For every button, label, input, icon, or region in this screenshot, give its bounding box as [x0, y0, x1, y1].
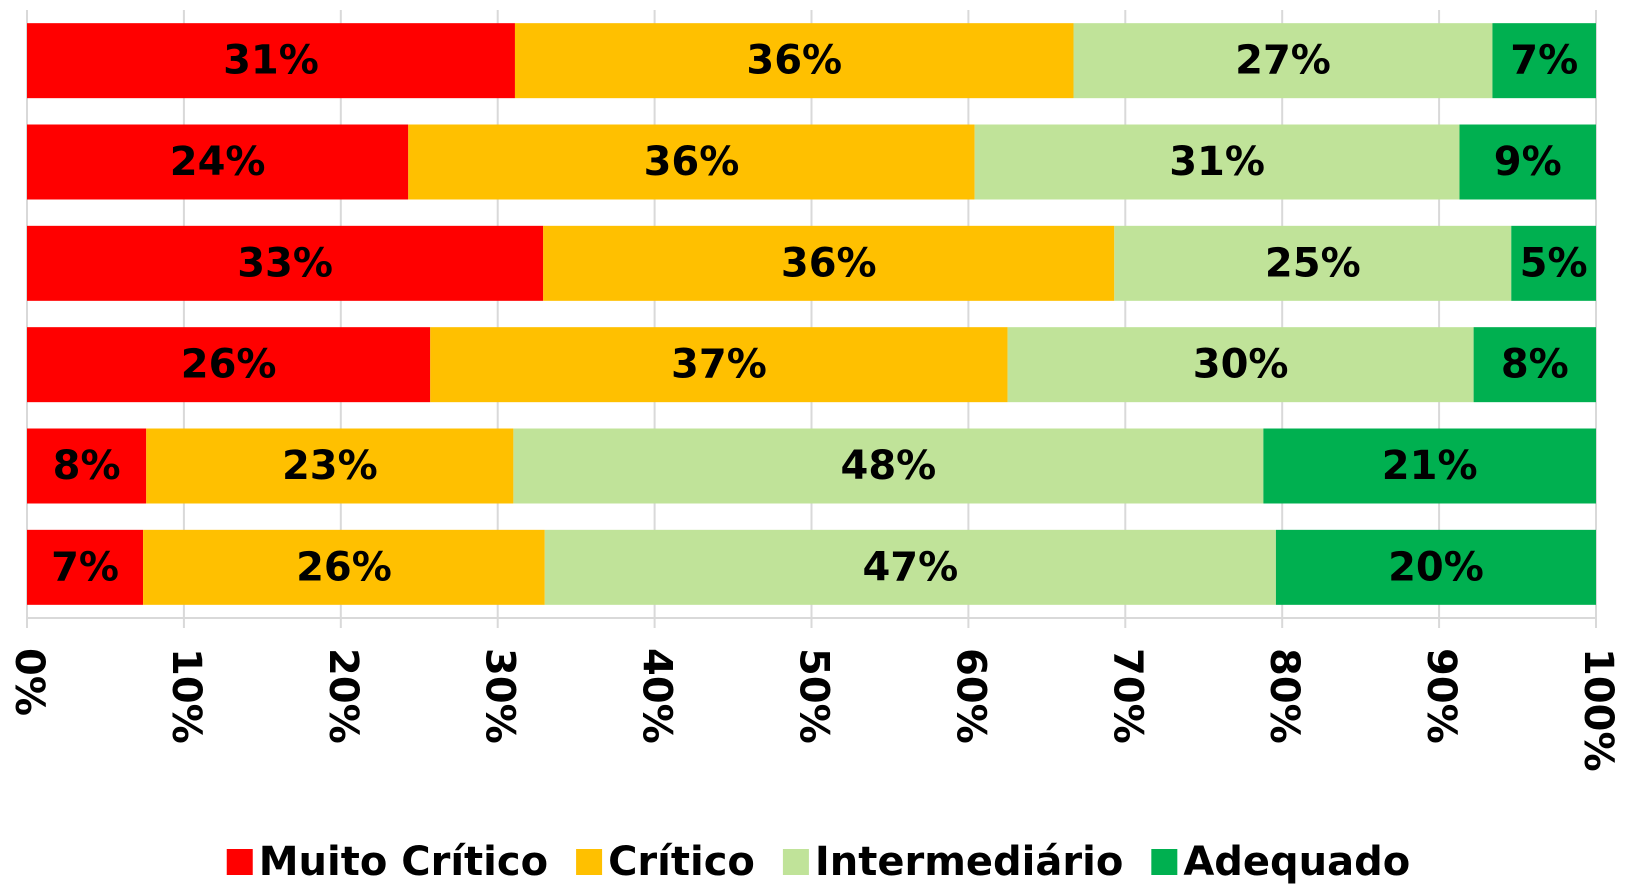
- data-label: 36%: [781, 240, 877, 286]
- bar-segment: [513, 428, 1264, 504]
- legend-label: Intermediário: [815, 839, 1123, 885]
- bar-segment: [27, 225, 544, 301]
- bar-segment: [1114, 225, 1512, 301]
- data-label: 37%: [671, 342, 767, 388]
- x-tick-label: 50%: [791, 648, 837, 744]
- data-label: 31%: [1169, 139, 1265, 185]
- x-tick-label: 100%: [1575, 648, 1621, 772]
- legend-label: Muito Crítico: [259, 839, 548, 885]
- data-label: 9%: [1494, 139, 1562, 185]
- legend-swatch: [226, 849, 253, 875]
- x-tick-label: 40%: [634, 648, 680, 744]
- legend-swatch: [1151, 849, 1178, 875]
- data-label: 8%: [1501, 342, 1569, 388]
- bar-segment: [974, 124, 1460, 200]
- data-label: 47%: [862, 544, 958, 590]
- bar-segment: [27, 124, 409, 200]
- bar-segment: [408, 124, 975, 200]
- data-label: 26%: [296, 544, 392, 590]
- bar-segment: [544, 529, 1276, 605]
- bar-segment: [1275, 529, 1596, 605]
- bar-segment: [1492, 23, 1596, 99]
- x-tick-label: 20%: [320, 648, 366, 744]
- data-label: 8%: [53, 443, 121, 489]
- data-label: 25%: [1265, 240, 1361, 286]
- data-label: 5%: [1520, 240, 1588, 286]
- legend-label: Crítico: [608, 839, 755, 885]
- data-label: 27%: [1235, 38, 1331, 84]
- bar-segment: [543, 225, 1115, 301]
- data-label: 21%: [1382, 443, 1478, 489]
- x-tick-label: 60%: [947, 648, 993, 744]
- data-label: 36%: [644, 139, 740, 185]
- x-tick-label: 90%: [1418, 648, 1464, 744]
- bar-segment: [27, 529, 144, 605]
- bar-segment: [430, 327, 1008, 403]
- bar-segment: [27, 327, 431, 403]
- data-label: 26%: [181, 342, 277, 388]
- data-label: 30%: [1193, 342, 1289, 388]
- bar-segment: [1473, 327, 1596, 403]
- bar-segment: [1073, 23, 1493, 99]
- data-label: 48%: [841, 443, 937, 489]
- x-tick-label: 10%: [163, 648, 209, 744]
- bar-segment: [1007, 327, 1474, 403]
- legend-swatch: [576, 849, 603, 875]
- x-tick-label: 80%: [1261, 648, 1307, 744]
- bar-segment: [146, 428, 514, 504]
- bar-segment: [1511, 225, 1596, 301]
- legend-label: Adequado: [1183, 839, 1410, 885]
- x-tick-label: 0%: [6, 648, 52, 716]
- data-label: 36%: [746, 38, 842, 84]
- data-label: 24%: [170, 139, 266, 185]
- bar-segment: [27, 428, 147, 504]
- bar-segment: [143, 529, 545, 605]
- data-label: 7%: [1510, 38, 1578, 84]
- data-label: 31%: [223, 38, 319, 84]
- bar-segment: [1263, 428, 1596, 504]
- data-label: 7%: [51, 544, 119, 590]
- bar-segment: [27, 23, 515, 99]
- x-tick-label: 30%: [477, 648, 523, 744]
- data-label: 33%: [237, 240, 333, 286]
- x-tick-label: 70%: [1104, 648, 1150, 744]
- legend-swatch: [782, 849, 809, 875]
- data-label: 23%: [282, 443, 378, 489]
- bar-segment: [514, 23, 1074, 99]
- data-label: 20%: [1388, 544, 1484, 590]
- bar-segment: [1459, 124, 1596, 200]
